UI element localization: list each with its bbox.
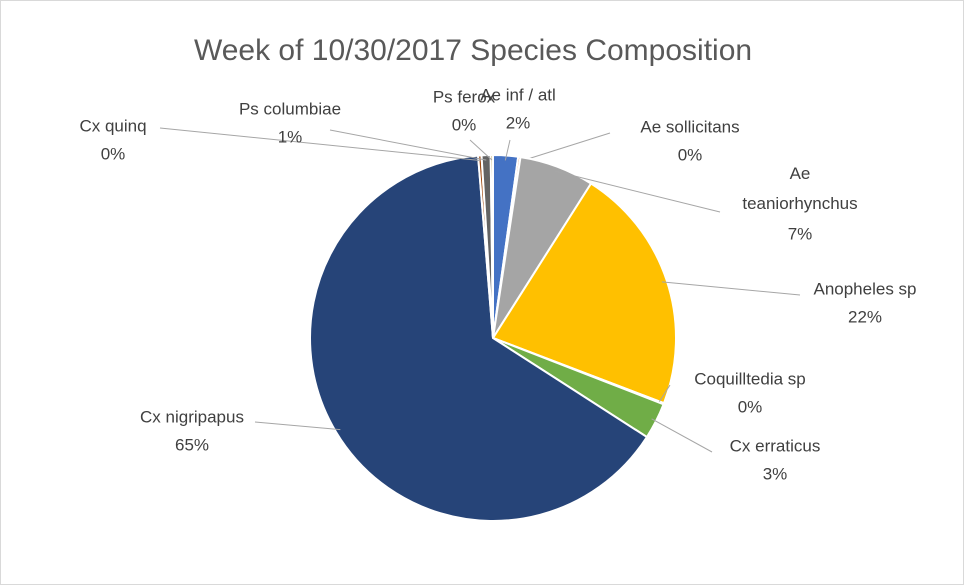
data-label: 2% <box>506 113 531 132</box>
leader-line <box>504 139 511 161</box>
leader-line <box>555 170 721 213</box>
category-label: Ae sollicitans <box>640 117 739 136</box>
leader-line <box>159 127 481 161</box>
pie-slice <box>309 154 649 522</box>
category-label: Ps columbiae <box>239 99 341 118</box>
category-label: Ae inf / atl <box>480 85 556 104</box>
leader-line <box>661 281 801 296</box>
label-line: teaniorhynchus <box>742 194 857 213</box>
category-label: Cx quinq <box>79 116 146 135</box>
leader-line <box>651 418 713 453</box>
leader-line <box>329 129 487 161</box>
category-label: Cx erraticus <box>730 436 821 455</box>
data-label: 0% <box>101 144 126 163</box>
category-label: Ps ferox <box>433 87 496 106</box>
data-label: 3% <box>763 464 788 483</box>
data-label: 0% <box>738 397 763 416</box>
pie-slice <box>489 153 494 339</box>
data-label: 0% <box>678 145 703 164</box>
chart-title: Week of 10/30/2017 Species Composition <box>194 34 752 67</box>
pie-slice <box>491 182 677 405</box>
data-label: 22% <box>848 307 882 326</box>
leader-line <box>658 384 671 403</box>
category-label: Cx nigripapus <box>140 407 244 426</box>
leader-line <box>518 132 611 163</box>
data-label: 0% <box>452 115 477 134</box>
data-label: 7% <box>788 224 813 243</box>
category-label: Ae teaniorhynchus <box>742 164 857 213</box>
data-label: 1% <box>278 127 303 146</box>
leader-line <box>254 421 341 431</box>
category-label: Coquilltedia sp <box>694 369 806 388</box>
label-line: Ae <box>790 164 811 183</box>
data-label: 65% <box>175 435 209 454</box>
leader-line <box>469 139 493 161</box>
category-label: Anopheles sp <box>813 279 916 298</box>
